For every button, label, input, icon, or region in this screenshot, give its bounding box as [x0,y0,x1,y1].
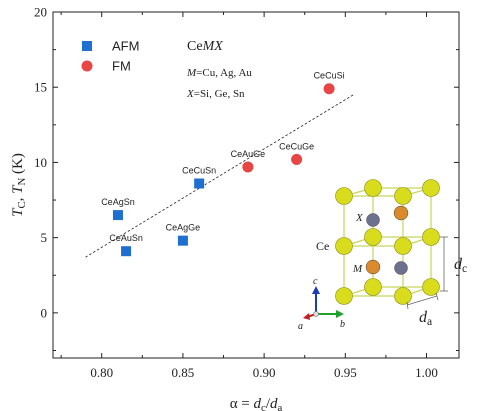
y-axis-title: TC​, TN​ (K) [10,153,28,217]
legend-label: FM [112,59,131,74]
info-x-elements: X=Si, Ge, Sn [186,88,245,100]
fm-point [323,83,335,95]
legend-label: AFM [112,39,139,54]
y-tick-label: 10 [34,155,47,170]
legend-marker-fm [81,60,93,72]
fm-point [291,153,303,165]
da-bracket [406,301,409,310]
fm-point [242,161,254,173]
point-label: CeCuGe [279,141,314,151]
m-label: M [352,263,363,275]
y-tick-label: 5 [41,230,48,245]
point-label: CeAuSn [109,233,143,243]
plot-axes: 0.80 0.85 0.90 0.95 1.00 0 5 10 15 20 α = dc​/da​ T… [10,5,460,411]
axis-a-label: a [298,321,303,332]
legend-marker-afm [82,41,92,51]
point-label: CeAgGe [166,223,201,233]
ce-atom [394,187,412,205]
dc-label: dc​ [454,256,467,275]
da-bracket [435,292,439,301]
ce-atom [422,278,440,296]
point-label: CeCuSn [182,165,216,175]
axis-c-label: c [313,276,318,287]
x-atom [366,213,380,227]
data-points-layer [112,83,335,257]
ce-atom [364,228,382,246]
point-label: CeAuGe [231,149,266,159]
x-axis-title: α = dc​/da​ [230,396,283,411]
ce-atom [422,179,440,197]
ce-label: Ce [316,239,329,253]
x-tick-label: 0.95 [334,365,357,380]
da-bracket [406,295,438,306]
y-tick-label: 20 [34,5,47,20]
x-tick-label: 0.85 [172,365,195,380]
afm-point [177,235,188,246]
ce-atom [364,278,382,296]
x-tick-label: 0.80 [90,365,113,380]
m-atom [393,205,409,221]
info-title: CeMX [187,39,223,54]
crystal-structure-inset: Ce X Mdc​ da​ c b a [298,179,467,332]
afm-point [112,210,123,221]
trendline [85,94,354,258]
x-label: X [355,212,364,224]
x-tick-label: 1.00 [415,365,438,380]
point-label: CeCuSi [314,71,345,81]
plot-frame [52,11,460,359]
ce-atom [335,237,353,255]
ce-atom [422,228,440,246]
afm-point [121,246,132,257]
point-labels-layer: CeAgSn CeAuSn CeAgGe CeCuSn CeAuGe CeCuGe CeCu… [101,71,344,243]
y-tick-label: 15 [34,80,47,95]
c-axis-arrowhead [312,286,320,294]
info-m-elements: M=Cu, Ag, Au [186,67,252,79]
afm-point [194,178,205,189]
y-tick-label: 0 [41,305,48,320]
point-label: CeAgSn [101,197,135,207]
b-axis-arrowhead [336,310,344,318]
axis-b-label: b [340,319,345,330]
axis-origin [313,311,319,317]
compound-info: CeMX M=Cu, Ag, Au X=Si, Ge, Sn [186,39,252,100]
da-label: da​ [419,309,432,328]
legend: AFM FM [81,39,139,74]
a-axis-arrowhead [303,313,310,320]
x-tick-label: 0.90 [253,365,276,380]
ce-atom [364,179,382,197]
x-atom [394,261,408,275]
m-atom [365,259,381,275]
ce-atom [394,287,412,305]
ce-atom [335,287,353,305]
trendline-layer [85,94,354,258]
ce-atom [335,187,353,205]
ce-atom [394,237,412,255]
